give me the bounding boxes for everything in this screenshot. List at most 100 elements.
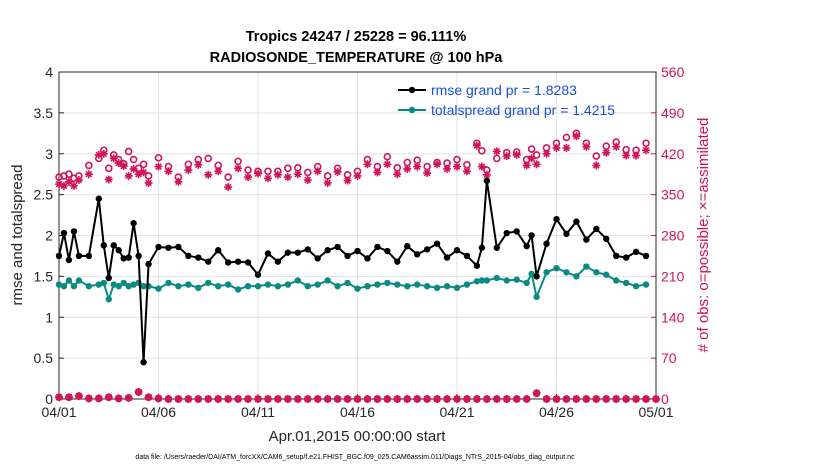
rmse-point (632, 248, 640, 256)
obs-possible-point (303, 168, 312, 177)
obs-possible-point (144, 172, 153, 180)
obs-zero-assimilated-point (552, 395, 561, 403)
obs-assimilated-point (313, 167, 322, 176)
totalspread-point (125, 282, 132, 290)
rmse-point (234, 258, 242, 265)
totalspread-point (334, 282, 341, 290)
obs-possible-point (323, 172, 332, 180)
rmse-point (503, 229, 510, 237)
obs-assimilated-point (234, 164, 243, 173)
rmse-point (120, 255, 127, 262)
rmse-point (334, 243, 341, 251)
obs-assimilated-point (144, 178, 153, 187)
obs-assimilated-point (443, 164, 452, 173)
chart-title: Tropics 24247 / 25228 = 96.111% (246, 29, 467, 45)
totalspread-point (274, 282, 282, 290)
totalspread-point (533, 293, 540, 301)
totalspread-point (60, 282, 68, 290)
y-tick-label-right: 350 (661, 187, 685, 203)
rmse-point (463, 252, 471, 260)
totalspread-point (503, 277, 510, 284)
totalspread-point (483, 277, 491, 284)
obs-assimilated-point (413, 162, 422, 171)
totalspread-point (583, 263, 590, 270)
x-tick-label: 04/26 (539, 404, 574, 420)
obs-assimilated-point (174, 177, 183, 186)
obs-zero-assimilated-point (224, 395, 233, 403)
obs-possible-point (55, 173, 63, 181)
obs-zero-assimilated-point (254, 395, 262, 403)
obs-zero-assimilated-point (204, 395, 213, 403)
legend-spread-label: totalspread grand pr = 1.4215 (431, 102, 615, 118)
obs-assimilated-point (204, 170, 213, 179)
obs-zero-assimilated-point (84, 394, 93, 403)
totalspread-point (384, 279, 391, 287)
x-tick-label: 04/16 (340, 404, 375, 420)
y-tick-label-left: 1 (45, 309, 53, 325)
obs-assimilated-point (139, 168, 148, 177)
obs-assimilated-point (109, 154, 118, 163)
totalspread-point (543, 269, 550, 276)
obs-assimilated-point (433, 160, 442, 169)
obs-assimilated-point (542, 149, 551, 158)
obs-zero-assimilated-point (632, 395, 641, 403)
totalspread-point (205, 279, 212, 287)
totalspread-point (443, 282, 451, 290)
obs-assimilated-point (453, 162, 461, 171)
obs-possible-point (478, 147, 486, 155)
totalspread-point (613, 277, 620, 284)
obs-zero-assimilated-point (104, 393, 113, 402)
totalspread-point (344, 279, 351, 287)
obs-assimilated-point (154, 162, 163, 171)
obs-assimilated-point (527, 154, 536, 163)
rmse-point (105, 274, 112, 282)
totalspread-point (642, 281, 650, 288)
obs-assimilated-point (612, 142, 621, 151)
obs-zero-assimilated-point (383, 395, 392, 403)
rmse-point (135, 252, 142, 260)
totalspread-point (593, 269, 600, 276)
totalspread-point (224, 281, 232, 288)
obs-possible-point (234, 157, 242, 166)
obs-zero-assimilated-point (134, 387, 143, 396)
rmse-point (195, 254, 202, 261)
obs-assimilated-point (582, 142, 591, 151)
rmse-point (155, 243, 162, 251)
obs-zero-assimilated-point (184, 395, 193, 403)
rmse-point (364, 255, 371, 262)
y-tick-label-right: 490 (661, 105, 685, 121)
totalspread-point (453, 284, 461, 292)
chart-subtitle: RADIOSONDE_TEMPERATURE @ 100 hPa (210, 50, 504, 66)
totalspread-point (553, 265, 560, 272)
obs-assimilated-point (224, 183, 233, 192)
obs-zero-assimilated-point (642, 395, 651, 403)
rmse-point (140, 359, 147, 366)
obs-assimilated-point (64, 177, 73, 186)
obs-possible-point (527, 145, 536, 153)
totalspread-point (70, 282, 78, 290)
rmse-point (125, 254, 132, 261)
obs-possible-point (244, 166, 252, 174)
obs-possible-point (642, 139, 650, 148)
rmse-point (553, 215, 560, 223)
obs-assimilated-point (552, 143, 561, 152)
obs-zero-assimilated-point (234, 395, 243, 403)
obs-assimilated-point (393, 170, 402, 179)
ticks: 04/01 04/06 04/11 04/16 04/21 04/26 05/0100.51… (34, 64, 685, 420)
obs-zero-assimilated-point (94, 394, 103, 403)
rmse-point (165, 244, 172, 251)
y-tick-label-right: 420 (661, 146, 685, 162)
totalspread-point (394, 281, 401, 288)
rmse-point (533, 273, 540, 280)
rmse-point (85, 252, 93, 260)
rmse-point (414, 251, 421, 258)
obs-assimilated-point (512, 150, 521, 159)
obs-zero-assimilated-point (154, 394, 163, 403)
obs-assimilated-point (462, 167, 471, 176)
totalspread-point (105, 296, 112, 303)
obs-assimilated-point (104, 175, 113, 184)
totalspread-point (215, 282, 222, 290)
totalspread-point (364, 282, 371, 290)
obs-zero-assimilated-point (273, 395, 282, 403)
y-tick-label-left: 2 (45, 228, 53, 244)
